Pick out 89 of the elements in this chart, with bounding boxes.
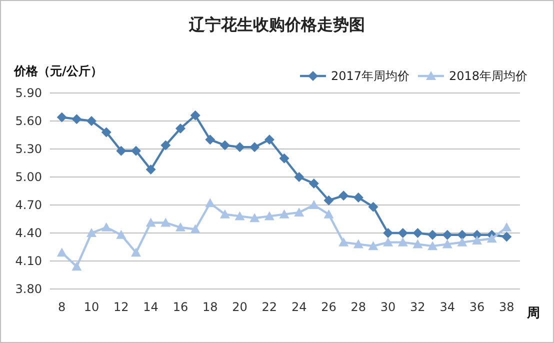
x-tick-label: 26 (321, 300, 336, 314)
point (101, 127, 112, 138)
point (472, 235, 482, 244)
point (294, 207, 304, 216)
point (457, 230, 468, 240)
x-tick-label: 20 (232, 300, 248, 314)
point (324, 195, 334, 206)
y-tick-label: 5.60 (15, 114, 42, 128)
point (116, 146, 126, 156)
point (190, 224, 200, 234)
point (250, 142, 260, 152)
point (130, 146, 141, 156)
x-tick-label: 38 (499, 300, 514, 314)
point (175, 222, 186, 232)
point (368, 202, 378, 212)
point (86, 116, 97, 126)
x-tick-label: 18 (202, 300, 218, 314)
point (486, 234, 497, 243)
point (250, 213, 260, 222)
x-tick-label: 36 (469, 300, 485, 314)
point (130, 248, 141, 257)
point (412, 239, 423, 248)
point (353, 192, 364, 203)
x-tick-label: 32 (410, 300, 426, 314)
point (264, 134, 274, 145)
point (428, 241, 438, 250)
point (264, 211, 274, 220)
point (502, 222, 512, 232)
point (72, 114, 82, 124)
point (353, 239, 364, 248)
point (220, 140, 230, 150)
x-axis-title: 周 (526, 306, 540, 321)
y-tick-label: 5.00 (15, 170, 42, 184)
x-tick-label: 22 (262, 300, 278, 314)
x-tick-label: 16 (172, 300, 188, 314)
point (234, 142, 245, 152)
point (56, 112, 67, 122)
x-tick-label: 8 (58, 300, 66, 314)
point (294, 172, 304, 182)
x-tick-label: 10 (84, 300, 100, 314)
chart-title: 辽宁花生收购价格走势图 (188, 15, 365, 34)
point (234, 211, 245, 220)
point (160, 218, 171, 227)
point (442, 239, 452, 248)
x-tick-label: 14 (143, 300, 158, 314)
point (205, 198, 216, 208)
x-tick-label: 34 (440, 300, 455, 314)
point (160, 140, 171, 150)
point (190, 110, 200, 120)
point (279, 209, 290, 218)
y-tick-label: 4.10 (15, 254, 42, 268)
point (279, 153, 290, 164)
point (338, 190, 349, 201)
point (175, 123, 186, 134)
point (86, 228, 97, 237)
point (398, 237, 408, 246)
point (324, 209, 334, 218)
point (502, 232, 512, 242)
point (308, 200, 319, 209)
y-tick-label: 4.40 (15, 226, 42, 240)
point (205, 134, 216, 145)
point (428, 230, 438, 240)
y-tick-label: 4.70 (15, 198, 42, 212)
y-tick-label: 3.80 (15, 282, 42, 296)
x-tick-label: 24 (291, 300, 307, 314)
y-tick-label: 5.90 (15, 86, 42, 100)
point (308, 178, 319, 189)
point (146, 218, 156, 227)
y-tick-label: 5.30 (15, 142, 42, 156)
point (72, 262, 82, 271)
point (101, 222, 112, 232)
x-tick-label: 28 (350, 300, 366, 314)
point (146, 164, 156, 175)
legend-label: 2017年周均价 (331, 69, 410, 83)
legend-label: 2018年周均价 (449, 69, 528, 83)
point (368, 241, 378, 250)
point (457, 237, 468, 246)
point (383, 228, 394, 238)
point (220, 209, 230, 218)
y-axis-title: 价格（元/公斤） (13, 64, 102, 78)
point (442, 230, 452, 240)
point (116, 230, 126, 239)
point (383, 237, 394, 246)
point (338, 237, 349, 246)
point (398, 228, 408, 238)
x-tick-label: 30 (380, 300, 396, 314)
point (412, 228, 423, 238)
x-tick-label: 12 (114, 300, 129, 314)
point (56, 248, 67, 257)
